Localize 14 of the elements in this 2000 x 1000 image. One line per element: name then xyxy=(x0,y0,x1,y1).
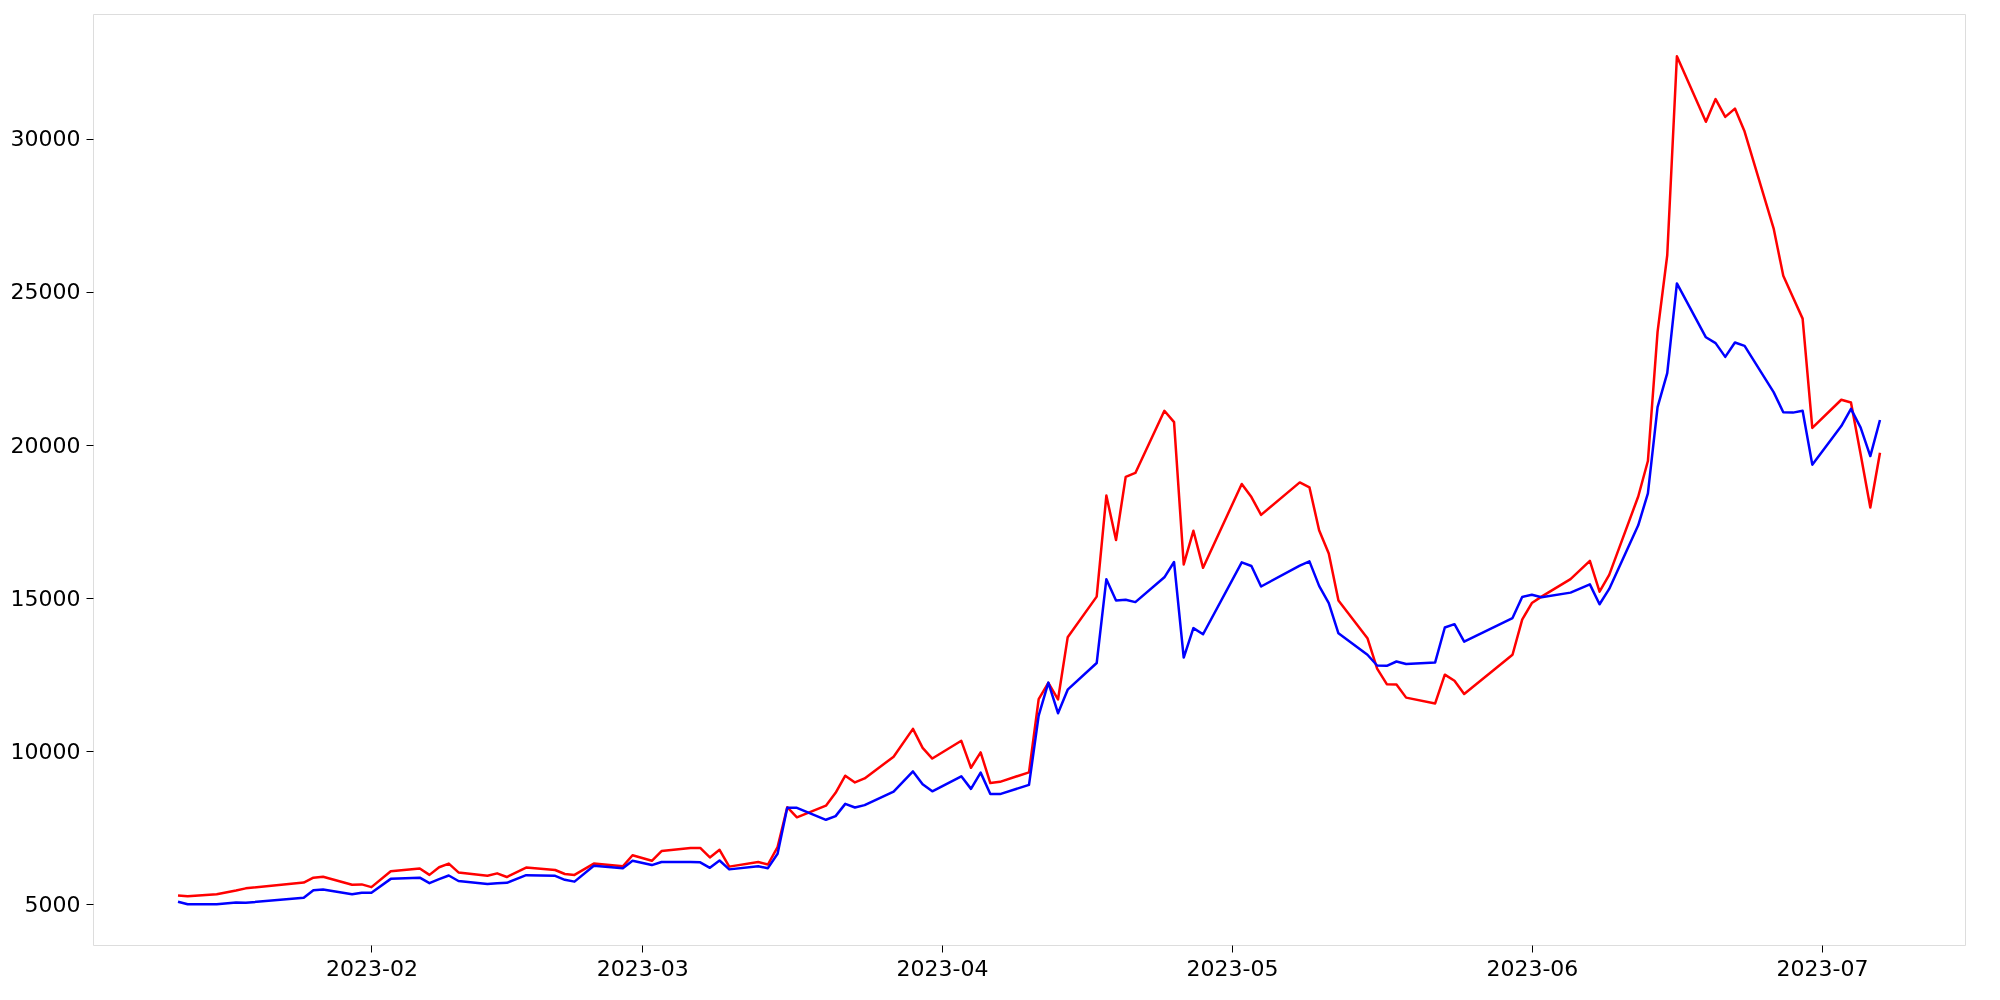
x-tick-label: 2023-07 xyxy=(1776,955,1869,981)
x-tick-label: 2023-06 xyxy=(1486,955,1579,981)
y-tick-label: 15000 xyxy=(10,585,81,611)
x-tick-label: 2023-03 xyxy=(596,955,689,981)
x-tick-label: 2023-04 xyxy=(896,955,989,981)
y-tick-label: 5000 xyxy=(24,891,81,917)
y-tick-label: 20000 xyxy=(10,432,81,458)
x-tick-label: 2023-05 xyxy=(1186,955,1279,981)
y-tick-label: 25000 xyxy=(10,279,81,305)
y-tick-label: 10000 xyxy=(10,738,81,764)
x-tick-label: 2023-02 xyxy=(325,955,418,981)
line-series xyxy=(176,55,1882,898)
line-series xyxy=(176,282,1882,906)
y-tick-label: 30000 xyxy=(10,126,81,152)
